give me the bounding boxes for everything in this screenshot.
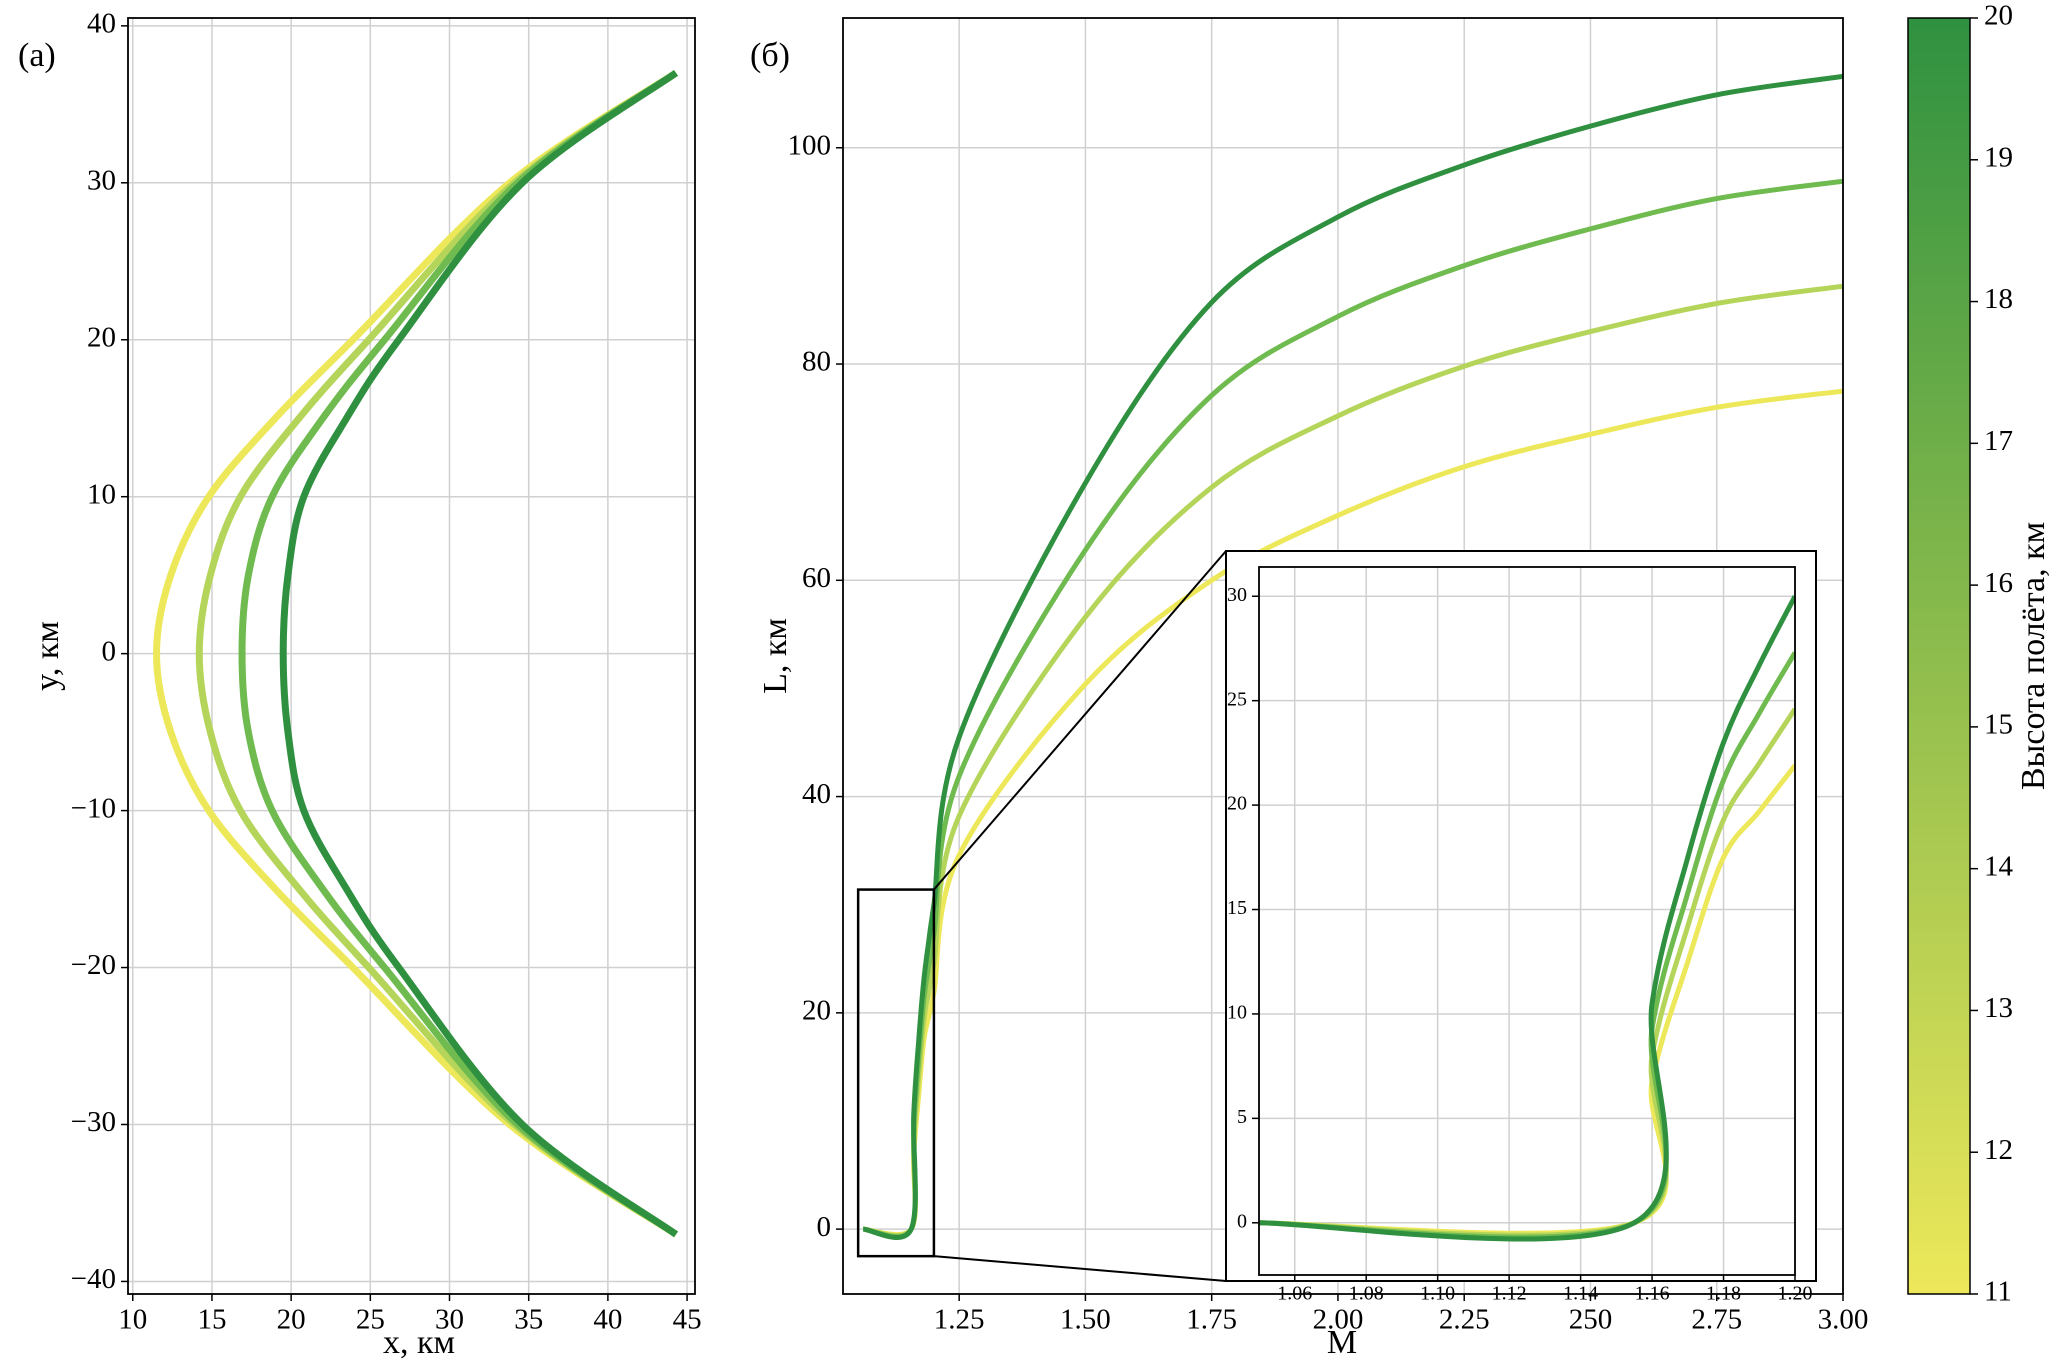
y-tick-label: −10 (71, 792, 116, 824)
x-tick-label: 1.12 (1492, 1283, 1527, 1305)
x-axis-label: x, км (383, 1324, 455, 1361)
x-tick-label: 1.20 (1778, 1283, 1813, 1305)
x-tick-label: 2.00 (1313, 1304, 1364, 1336)
colorbar-tick-label: 11 (1984, 1276, 2012, 1308)
x-tick-label: 3.00 (1818, 1304, 1869, 1336)
y-tick-label: 100 (788, 129, 832, 161)
panel-label: (a) (18, 37, 56, 74)
y-tick-label: 0 (817, 1211, 832, 1243)
panel: 1.25 1.50 1.75 2.00 2.25 250 2.75 3.00020406080… (750, 17, 1869, 1361)
y-tick-label: 10 (87, 478, 116, 510)
colorbar-tick-label: 20 (1984, 0, 2013, 32)
x-tick-label: 35 (514, 1304, 543, 1336)
curve (279, 70, 679, 1238)
y-tick-label: 40 (87, 8, 116, 40)
colorbar-tick-label: 12 (1984, 1134, 2013, 1166)
curve (238, 70, 678, 1238)
x-tick-label: 15 (197, 1304, 226, 1336)
x-tick-label: 30 (435, 1304, 464, 1336)
y-tick-label: 0 (102, 635, 117, 667)
colorbar-tick-label: 18 (1984, 283, 2013, 315)
y-tick-label: 20 (802, 995, 831, 1027)
y-tick-label: 20 (87, 321, 116, 353)
y-tick-label: −20 (71, 949, 116, 981)
x-tick-label: 1.18 (1706, 1283, 1741, 1305)
x-tick-label: 1.08 (1349, 1283, 1384, 1305)
y-axis-label: y, км (29, 621, 66, 691)
colorbar-tick-label: 13 (1984, 992, 2013, 1024)
curve (195, 70, 678, 1238)
y-tick-label: 60 (802, 562, 831, 594)
x-tick-label: 1.10 (1420, 1283, 1455, 1305)
colorbar (1907, 17, 1971, 1295)
x-tick-label: 10 (118, 1304, 147, 1336)
x-tick-label: 2.25 (1439, 1304, 1490, 1336)
panel: 1.06 1.08 1.10 1.12 1.14 1.16 1.18 1.20 0 5 10 15 20… (856, 550, 1817, 1305)
y-tick-label: 0 (1237, 1210, 1247, 1232)
y-tick-label: 30 (1227, 584, 1247, 606)
x-tick-label: 20 (277, 1304, 306, 1336)
colorbar-label: Высота полёта, км (2015, 522, 2052, 790)
x-tick-label: 1.14 (1563, 1283, 1598, 1305)
colorbar-tick-label: 19 (1984, 141, 2013, 173)
x-tick-label: 25 (356, 1304, 385, 1336)
x-tick-label: 40 (593, 1304, 622, 1336)
x-tick-label: 1.25 (934, 1304, 985, 1336)
colorbar-tick-label: 17 (1984, 425, 2013, 457)
x-tick-label: 1.75 (1186, 1304, 1237, 1336)
zoom-connector (933, 1255, 1227, 1282)
y-tick-label: −40 (71, 1263, 116, 1295)
y-tick-label: 40 (802, 778, 831, 810)
x-tick-label: 45 (673, 1304, 702, 1336)
curve (1259, 595, 1795, 1242)
y-tick-label: −30 (71, 1106, 116, 1138)
y-tick-label: 80 (802, 346, 831, 378)
axes-frame (1258, 566, 1796, 1276)
colorbar-tick-label: 16 (1984, 567, 2013, 599)
axes-frame (842, 17, 1844, 1295)
panel: 10 15 20 25 30 35 40 45 −40 −30 −20 −10 0 10 20 30 40 (a)… (18, 8, 702, 1361)
zoom-box (856, 888, 936, 1258)
y-tick-label: 20 (1227, 793, 1247, 815)
y-tick-label: 10 (1227, 1002, 1247, 1024)
y-tick-label: 15 (1227, 897, 1247, 919)
curve (862, 73, 1843, 1241)
x-tick-label: 1.06 (1277, 1283, 1312, 1305)
x-axis-label: M (1327, 1324, 1357, 1361)
panel: 11 12 13 14 15 16 17 18 19 20 Высота полёта, км (1907, 0, 2052, 1308)
x-tick-label: 250 (1569, 1304, 1613, 1336)
panel-label: (б) (750, 37, 790, 74)
colorbar-tick-label: 15 (1984, 709, 2013, 741)
x-tick-label: 1.16 (1635, 1283, 1670, 1305)
x-tick-label: 1.50 (1060, 1304, 1111, 1336)
y-tick-label: 25 (1227, 688, 1247, 710)
colorbar-tick-label: 14 (1984, 850, 2014, 882)
curve (153, 70, 678, 1238)
y-axis-label: L, км (757, 618, 794, 694)
y-tick-label: 5 (1237, 1106, 1247, 1128)
axes-frame (127, 17, 696, 1295)
x-tick-label: 2.75 (1691, 1304, 1742, 1336)
inset-background (1225, 550, 1817, 1282)
zoom-connector (933, 550, 1227, 891)
y-tick-label: 30 (87, 164, 116, 196)
